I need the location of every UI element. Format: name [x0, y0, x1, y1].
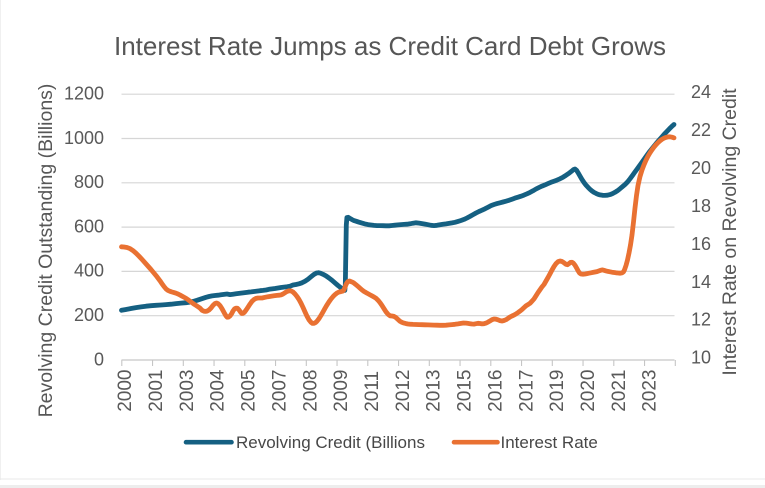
svg-text:400: 400	[74, 261, 104, 281]
svg-text:2008: 2008	[300, 370, 321, 412]
svg-text:Revolving Credit Outstanding (: Revolving Credit Outstanding (Billions)	[35, 84, 57, 418]
svg-text:20: 20	[691, 158, 711, 178]
svg-text:2015: 2015	[455, 370, 476, 412]
svg-text:2003: 2003	[177, 370, 198, 412]
svg-text:2009: 2009	[331, 370, 352, 412]
svg-text:Interest Rate on Revolving Cre: Interest Rate on Revolving Credit	[719, 88, 741, 376]
svg-text:22: 22	[691, 120, 711, 140]
svg-text:24: 24	[691, 82, 711, 102]
svg-text:16: 16	[691, 234, 711, 254]
svg-text:1000: 1000	[64, 128, 104, 148]
svg-text:2007: 2007	[269, 370, 290, 412]
svg-text:2012: 2012	[393, 370, 414, 412]
svg-text:2005: 2005	[239, 370, 260, 412]
svg-text:2020: 2020	[578, 370, 599, 412]
svg-text:2011: 2011	[362, 371, 383, 412]
svg-text:10: 10	[691, 348, 711, 368]
svg-text:Interest Rate: Interest Rate	[501, 433, 598, 452]
svg-text:1200: 1200	[64, 84, 104, 104]
svg-text:2019: 2019	[547, 370, 568, 412]
svg-text:0: 0	[94, 349, 104, 369]
svg-text:2016: 2016	[485, 370, 506, 412]
svg-text:14: 14	[691, 272, 711, 292]
svg-text:2017: 2017	[516, 370, 537, 412]
svg-text:2013: 2013	[424, 370, 445, 412]
svg-text:2001: 2001	[146, 370, 167, 412]
svg-text:Revolving Credit (Billions: Revolving Credit (Billions	[236, 433, 425, 452]
svg-text:600: 600	[74, 216, 104, 236]
svg-text:2023: 2023	[640, 370, 661, 412]
svg-text:2021: 2021	[609, 370, 630, 412]
svg-text:800: 800	[74, 172, 104, 192]
svg-text:2000: 2000	[115, 370, 136, 412]
svg-text:2004: 2004	[208, 369, 229, 412]
svg-text:200: 200	[74, 305, 104, 325]
svg-text:Interest Rate Jumps as Credit: Interest Rate Jumps as Credit Card Debt …	[114, 31, 666, 61]
svg-text:12: 12	[691, 310, 711, 330]
svg-text:18: 18	[691, 196, 711, 216]
